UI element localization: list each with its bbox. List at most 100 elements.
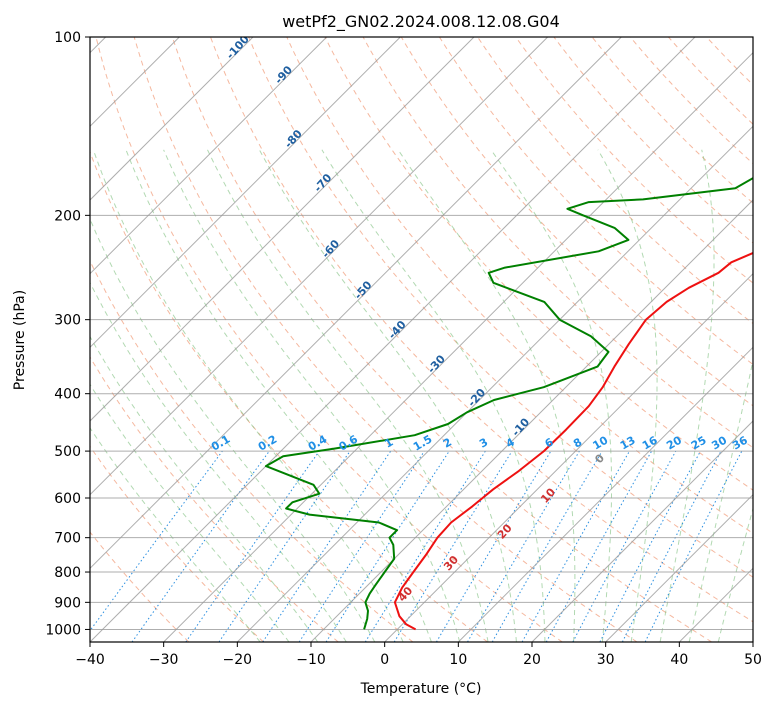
x-tick-label: 10 [449,652,467,668]
isotherm [678,567,753,642]
mixing-ratio-line [298,450,425,642]
y-axis-label: Pressure (hPa) [12,290,28,390]
x-tick-label: −30 [149,652,179,668]
isotherm [90,37,549,496]
y-tick-label: 200 [54,208,81,224]
isotherm [90,37,328,275]
mixing-ratio-label: 0.6 [337,432,361,453]
chart-title: wetPf2_GN02.2024.008.12.08.G04 [282,12,560,32]
mixing-ratio-line [262,450,392,642]
mixing-ratio-label: 0.1 [209,433,232,454]
dry-adiabat-label: -60 [319,237,342,261]
moist-adiabat [90,427,261,642]
x-tick-label: 50 [744,652,762,668]
dry-adiabat-label: -30 [425,352,448,376]
temperature-profile [393,251,753,631]
dry-adiabat [400,37,753,407]
isotherm [90,37,254,201]
background-lines [90,37,753,642]
dry-adiabat [90,356,339,642]
dry-adiabat [90,150,488,642]
mixing-ratio-label: 36 [730,433,750,452]
moist-adiabat [92,149,404,642]
x-axis-label: Temperature (°C) [360,681,482,697]
dry-adiabat-label: -90 [272,63,295,87]
y-tick-label: 600 [54,491,81,507]
moist-adiabat-label: 10 [538,485,558,505]
mixing-ratio-label: 20 [664,433,684,452]
moist-adiabat-label: 30 [441,553,461,573]
isotherm [310,199,753,642]
dry-adiabat-label: -40 [386,318,409,342]
mixing-ratio-label: 13 [618,434,638,453]
x-tick-label: 40 [670,652,688,668]
mixing-ratio-label: 25 [689,434,709,453]
dry-adiabat [210,37,753,623]
isotherm [163,51,753,642]
y-tick-label: 500 [54,444,81,460]
dry-adiabat [90,445,264,642]
dry-adiabat [706,37,753,86]
moist-adiabat [163,149,461,642]
isotherm [457,346,753,642]
y-tick-label: 900 [54,595,81,611]
isotherm [90,37,696,642]
mixing-ratio-line [572,450,677,642]
adiabat-labels: -100-90-80-70-60-50-40-30-20-10010203040… [209,37,750,604]
y-tick-label: 400 [54,387,81,403]
mixing-ratio-line [218,450,351,642]
x-tick-label: −10 [296,652,326,668]
y-tick-label: 800 [54,565,81,581]
dry-adiabat [133,37,638,642]
mixing-ratio-label: 6 [543,435,556,450]
mixing-ratio-line [131,450,270,642]
dewpoint-profile [264,176,753,630]
isotherm [531,420,753,642]
dry-adiabat [515,37,753,284]
dry-adiabat-label: -20 [465,386,488,410]
mixing-ratio-line [545,450,653,642]
isotherm [605,493,753,642]
isotherm [752,641,753,642]
moist-adiabat [597,149,658,642]
x-tick-label: 0 [380,652,389,668]
sounding-profiles [264,176,753,631]
mixing-ratio-line [435,450,552,642]
x-tick-label: −40 [75,652,105,668]
moist-adiabat [90,281,347,642]
y-tick-label: 1000 [45,622,81,638]
isotherm [90,37,401,349]
moist-adiabat [125,149,432,642]
moist-adiabat [688,358,753,642]
mixing-ratio-label: 30 [709,433,729,452]
dry-adiabat [95,37,563,642]
y-tick-label: 300 [54,313,81,329]
y-tick-label: 700 [54,531,81,547]
moist-adiabat [90,217,376,642]
x-tick-label: −20 [223,652,253,668]
mixing-ratio-label: 8 [571,436,584,451]
mixing-ratio-line [325,450,450,642]
mixing-ratio-line [364,450,486,642]
mixing-ratio-label: 3 [477,436,490,451]
mixing-ratio-label: 10 [591,433,611,452]
dry-adiabat [591,37,753,204]
mixing-ratio-line [599,450,701,642]
dry-adiabat [668,37,753,125]
dry-adiabat [90,259,414,642]
dry-adiabat [438,37,753,366]
dry-adiabat [90,531,190,642]
isotherm [90,37,622,570]
axes: −40 −30 −20 −10 0 10 20 30 40 50 1000 900 800 700 600 5… [45,30,762,668]
mixing-ratio-line [644,450,743,642]
isotherm [90,37,475,422]
isotherm [384,272,753,642]
plot-frame [89,36,754,643]
mixing-ratio-label: 0.2 [256,433,279,454]
isotherm [236,125,753,642]
x-tick-label: 20 [523,652,541,668]
y-tick-label: 100 [54,30,81,46]
mixing-ratio-line [90,450,223,632]
dry-adiabat-label: -10 [509,415,532,439]
